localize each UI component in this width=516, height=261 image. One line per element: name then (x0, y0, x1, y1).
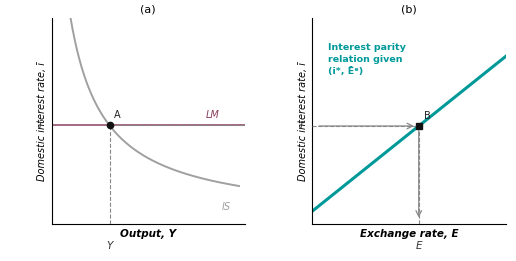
Text: ī: ī (300, 121, 303, 131)
Title: (b): (b) (401, 5, 417, 15)
Text: A: A (115, 110, 121, 120)
Y-axis label: Domestic interest rate, ī: Domestic interest rate, ī (38, 62, 47, 181)
Text: B: B (424, 111, 430, 121)
Text: Interest parity
relation given
(i*, Ēᵉ): Interest parity relation given (i*, Ēᵉ) (328, 43, 406, 76)
X-axis label: Exchange rate, E: Exchange rate, E (360, 229, 458, 239)
Y-axis label: Domestic interest rate, ī: Domestic interest rate, ī (298, 62, 308, 181)
Text: ī: ī (39, 121, 42, 130)
Text: E: E (415, 241, 422, 251)
Title: (a): (a) (140, 5, 156, 15)
Text: IS: IS (222, 202, 231, 212)
X-axis label: Output, Y: Output, Y (120, 229, 176, 239)
Text: Y: Y (106, 241, 113, 251)
Text: LM: LM (206, 110, 220, 120)
